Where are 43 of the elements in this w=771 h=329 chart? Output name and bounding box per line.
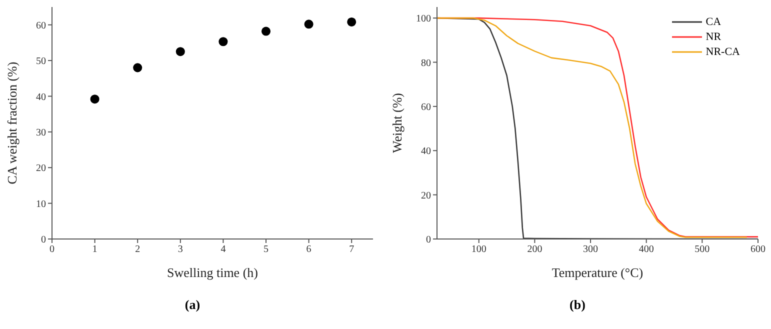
x-tick-label: 300 [583,244,598,256]
y-tick-label: 60 [36,20,46,32]
x-tick-label: 5 [264,244,268,256]
x-tick-label: 6 [306,244,312,256]
point [304,20,314,29]
x-tick-label: 600 [750,244,766,256]
x-tick-label: 3 [178,244,183,256]
x-tick-label: 2 [135,244,140,256]
x-tick-label: 400 [638,244,654,256]
text: (b) [568,297,586,313]
x-tick-label: 200 [527,244,542,256]
x-tick-label: 4 [220,244,226,256]
point [176,47,185,56]
x-axis-title: Temperature (°C) [552,265,644,280]
x-tick-label: 7 [349,244,354,256]
y-axis-title: Weight (%) [390,93,405,153]
y-tick-label: 0 [41,234,46,246]
point [218,37,228,46]
y-tick-label: 50 [36,56,46,68]
y-tick-label: 60 [421,102,431,113]
x-tick-label: 500 [694,244,710,256]
legend-label: NR [706,30,722,42]
point [261,26,271,36]
y-tick-label: 40 [421,146,431,158]
y-tick-label: 80 [421,58,431,69]
y-tick-label: 0 [426,234,431,246]
x-tick-label: 1 [92,244,98,256]
legend-label: NR-CA [706,46,740,58]
x-tick-label: 0 [50,244,54,256]
x-tick-label: 100 [471,244,486,256]
point [90,94,100,104]
y-tick-label: 40 [36,92,46,103]
point [133,63,142,72]
y-tick-label: 20 [421,190,431,202]
y-tick-label: 10 [36,198,46,210]
y-tick-label: 100 [416,14,431,25]
legend-label: CA [706,16,722,28]
x-axis-title: Swelling time (h) [167,265,258,280]
text: (a) [184,297,202,313]
y-tick-label: 30 [36,127,46,138]
y-tick-label: 20 [36,163,46,174]
y-axis-title: CA weight fraction (%) [4,62,20,184]
point [347,17,356,26]
